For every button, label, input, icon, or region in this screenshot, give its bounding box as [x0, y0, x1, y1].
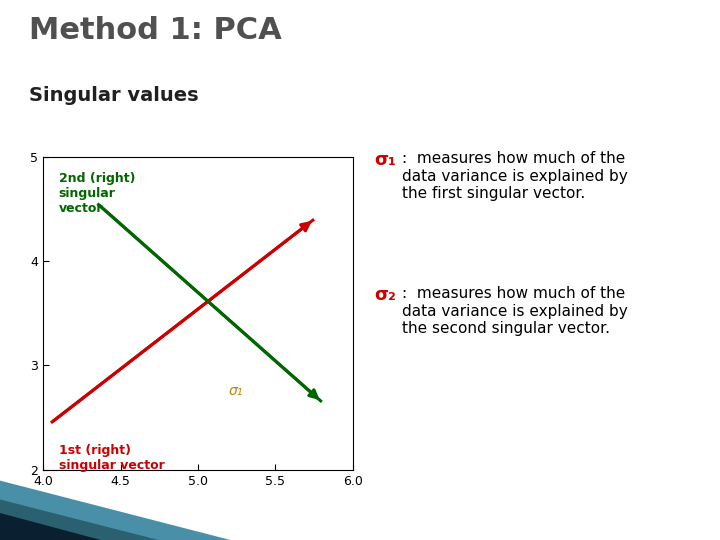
Text: 2nd (right)
singular
vector: 2nd (right) singular vector [58, 172, 135, 215]
Text: σ₂: σ₂ [374, 286, 396, 304]
Text: σ₁: σ₁ [229, 383, 243, 397]
Text: :  measures how much of the
data variance is explained by
the second singular ve: : measures how much of the data variance… [402, 286, 628, 336]
Text: σ₁: σ₁ [374, 151, 396, 169]
Text: Method 1: PCA: Method 1: PCA [29, 16, 282, 45]
Text: :  measures how much of the
data variance is explained by
the first singular vec: : measures how much of the data variance… [402, 151, 628, 201]
Text: 1st (right)
singular vector: 1st (right) singular vector [58, 444, 164, 472]
Text: Singular values: Singular values [29, 86, 199, 105]
